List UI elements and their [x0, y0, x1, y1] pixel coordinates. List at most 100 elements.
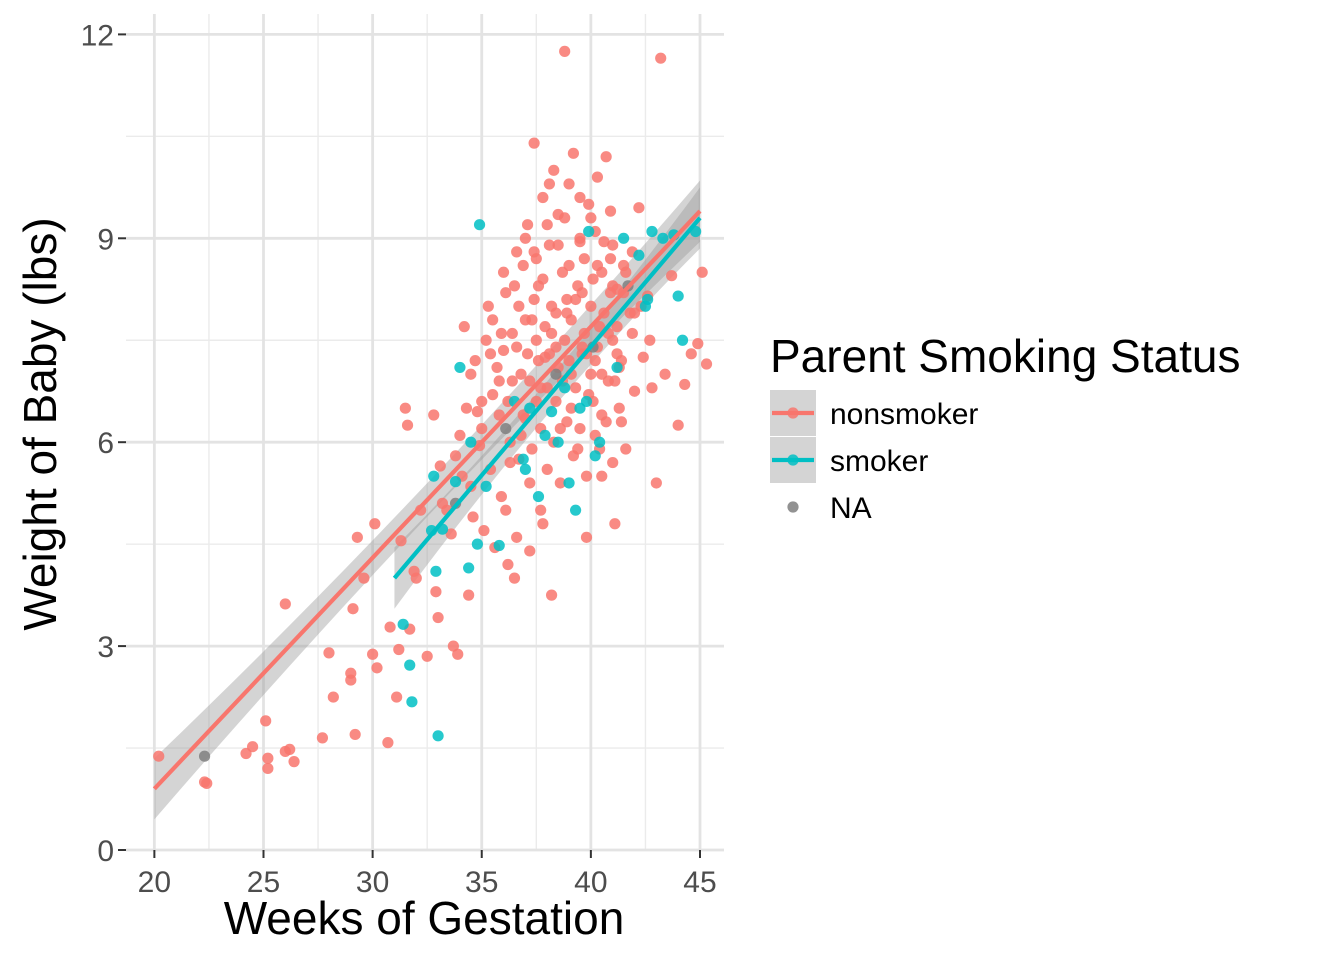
data-point-nonsmoker: [593, 321, 606, 333]
data-point-nonsmoker: [369, 518, 381, 530]
data-points: [153, 45, 713, 789]
data-point-nonsmoker: [559, 45, 571, 57]
data-point-nonsmoker: [548, 164, 560, 176]
data-point-nonsmoker: [482, 300, 494, 312]
data-point-nonsmoker: [502, 558, 514, 571]
data-point-nonsmoker: [506, 375, 518, 387]
x-tick-label: 45: [683, 866, 716, 899]
data-point-nonsmoker: [524, 375, 536, 387]
data-point-nonsmoker: [511, 341, 523, 353]
data-point-nonsmoker: [284, 743, 296, 756]
data-point-nonsmoker: [524, 545, 536, 557]
data-point-nonsmoker: [607, 239, 619, 251]
data-point-smoker: [618, 232, 630, 244]
data-point-nonsmoker: [530, 334, 542, 346]
data-point-nonsmoker: [323, 647, 335, 659]
data-point-nonsmoker: [545, 589, 558, 601]
data-point-smoker: [593, 436, 606, 448]
data-point-nonsmoker: [559, 334, 571, 346]
data-point-nonsmoker: [559, 212, 571, 224]
data-point-nonsmoker: [576, 287, 588, 299]
data-point-nonsmoker: [521, 348, 534, 360]
data-point-nonsmoker: [460, 402, 473, 414]
data-point-nonsmoker: [532, 355, 545, 367]
data-point-nonsmoker: [471, 406, 483, 418]
data-point-nonsmoker: [528, 137, 540, 149]
data-point-smoker: [519, 463, 531, 475]
data-point-smoker: [569, 504, 582, 516]
data-point-nonsmoker: [515, 368, 527, 380]
data-point-nonsmoker: [554, 477, 566, 489]
x-tick-label: 35: [465, 866, 498, 899]
data-point-nonsmoker: [615, 416, 628, 428]
data-point-smoker: [473, 219, 486, 231]
data-point-smoker: [404, 659, 416, 671]
data-point-nonsmoker: [504, 456, 516, 469]
data-point-smoker: [428, 470, 440, 482]
legend-label-nonsmoker: nonsmoker: [830, 398, 978, 431]
data-point-smoker: [583, 225, 595, 238]
data-point-nonsmoker: [500, 504, 512, 516]
data-point-nonsmoker: [633, 202, 645, 214]
data-point-nonsmoker: [565, 402, 577, 414]
x-axis-title: Weeks of Gestation: [224, 892, 625, 944]
data-point-nonsmoker: [626, 327, 638, 340]
data-point-nonsmoker: [685, 348, 697, 360]
data-point-nonsmoker: [358, 572, 370, 584]
data-point-nonsmoker: [583, 198, 595, 210]
data-point-nonsmoker: [567, 147, 580, 159]
data-point-nonsmoker: [600, 416, 612, 428]
data-point-nonsmoker: [561, 293, 573, 306]
data-point-nonsmoker: [401, 419, 414, 431]
data-point-nonsmoker: [391, 691, 403, 703]
data-point-nonsmoker: [580, 531, 593, 543]
data-point-nonsmoker: [596, 470, 608, 482]
data-point-nonsmoker: [526, 443, 538, 455]
data-point-nonsmoker: [500, 287, 512, 299]
trend-line-smoker: [392, 216, 702, 580]
data-point-nonsmoker: [508, 280, 521, 292]
data-point-smoker: [657, 232, 669, 244]
y-tick-label: 6: [97, 427, 114, 460]
data-point-smoker: [432, 730, 444, 742]
data-point-nonsmoker: [565, 314, 577, 326]
data-point-nonsmoker: [537, 518, 549, 530]
data-point-nonsmoker: [585, 212, 597, 224]
data-point-nonsmoker: [591, 171, 604, 183]
data-point-nonsmoker: [613, 402, 625, 414]
data-point-nonsmoker: [345, 674, 357, 686]
data-point-nonsmoker: [591, 259, 604, 272]
data-point-nonsmoker: [563, 259, 575, 272]
data-point-smoker: [646, 225, 658, 238]
data-point-nonsmoker: [260, 715, 272, 727]
data-point-smoker: [611, 361, 623, 374]
data-point-smoker: [532, 490, 545, 503]
data-point-nonsmoker: [655, 52, 667, 64]
data-point-nonsmoker: [467, 511, 479, 523]
data-point-nonsmoker: [580, 470, 593, 482]
data-point-smoker: [580, 395, 593, 408]
data-point-nonsmoker: [262, 762, 274, 775]
data-point-nonsmoker: [506, 327, 518, 340]
data-point-nonsmoker: [487, 389, 499, 401]
data-point-nonsmoker: [535, 504, 547, 516]
y-tick-label: 0: [97, 835, 114, 868]
data-point-smoker: [563, 477, 575, 489]
data-point-smoker: [397, 618, 409, 630]
data-point-nonsmoker: [596, 368, 608, 380]
data-point-smoker: [465, 436, 477, 448]
legend: Parent Smoking Status nonsmoker smoker NA: [770, 330, 1240, 525]
data-point-nonsmoker: [679, 378, 691, 391]
data-point-nonsmoker: [692, 338, 704, 350]
data-point-nonsmoker: [399, 402, 411, 414]
x-tick-label: 40: [574, 866, 607, 899]
data-point-nonsmoker: [367, 648, 379, 660]
data-point-nonsmoker: [585, 368, 597, 380]
data-point-nonsmoker: [528, 246, 540, 258]
legend-label-NA: NA: [830, 492, 872, 525]
data-point-nonsmoker: [541, 219, 553, 231]
data-point-nonsmoker: [550, 395, 562, 408]
data-point-nonsmoker: [696, 266, 708, 278]
data-point-nonsmoker: [421, 650, 433, 662]
data-point-nonsmoker: [434, 460, 446, 472]
